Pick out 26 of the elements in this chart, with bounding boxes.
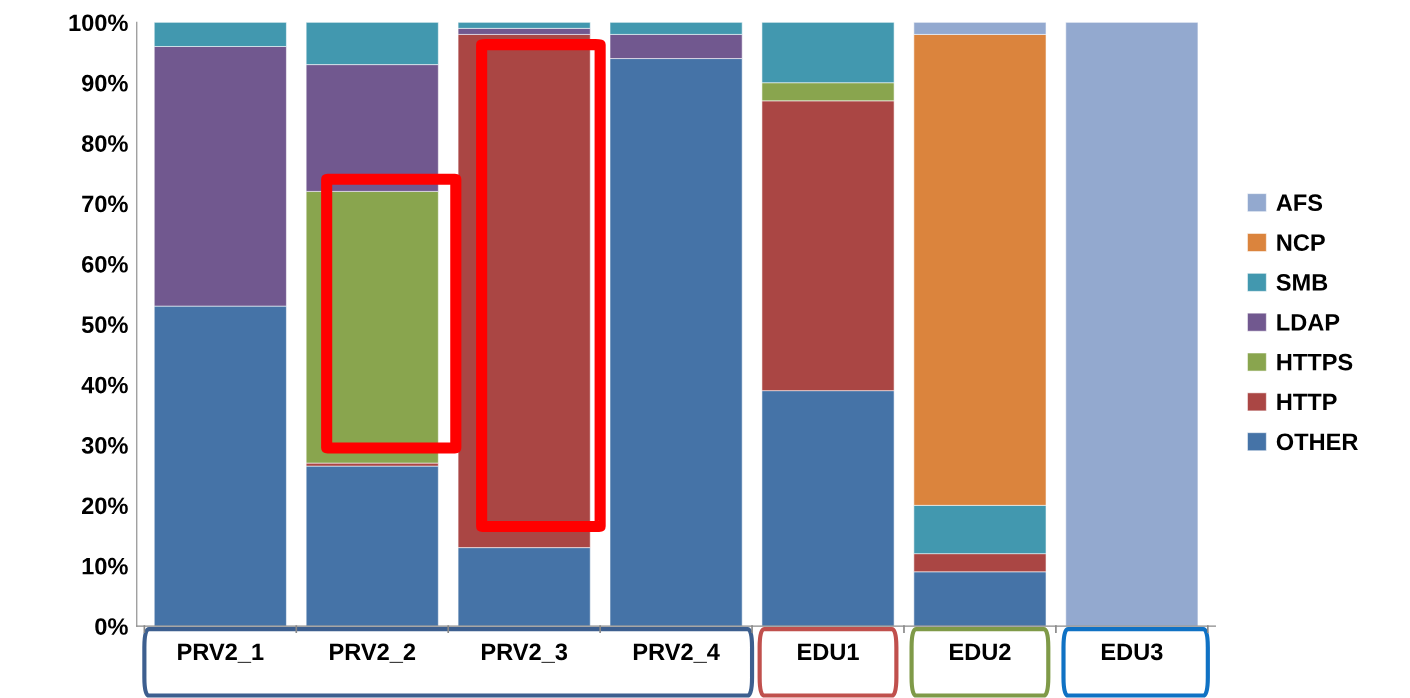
legend-label: HTTP [1277, 393, 1337, 411]
y-tick-label: 30% [81, 437, 128, 454]
x-tick-label: EDU1 [798, 643, 859, 661]
x-tick-label: EDU3 [1101, 643, 1163, 661]
x-tick-label: PRV2_1 [178, 643, 264, 663]
x-tick-label: PRV2_4 [633, 643, 720, 663]
legend-label: SMB [1276, 274, 1328, 291]
y-tick-label: 0% [95, 618, 128, 635]
y-tick-label: 70% [82, 195, 128, 213]
y-tick-label: 20% [82, 497, 128, 515]
bar [305, 465, 439, 627]
legend-label: AFS [1276, 194, 1323, 212]
y-tick-label: 80% [81, 135, 128, 152]
y-tick-label: 10% [82, 557, 128, 575]
x-tick-label: PRV2_2 [330, 643, 416, 663]
y-tick-label: 90% [82, 74, 128, 92]
y-tick-label: 40% [81, 376, 128, 394]
x-tick-label: EDU2 [950, 643, 1011, 661]
y-tick-label: 100% [69, 14, 128, 32]
y-tick-label: 60% [82, 255, 128, 273]
legend-label: NCP [1277, 234, 1325, 251]
legend-label: LDAP [1277, 314, 1340, 331]
y-tick-label: 50% [81, 316, 128, 334]
legend-label: HTTPS [1277, 353, 1353, 371]
legend-label: OTHER [1276, 433, 1358, 451]
x-tick-label: PRV2_3 [481, 643, 568, 663]
